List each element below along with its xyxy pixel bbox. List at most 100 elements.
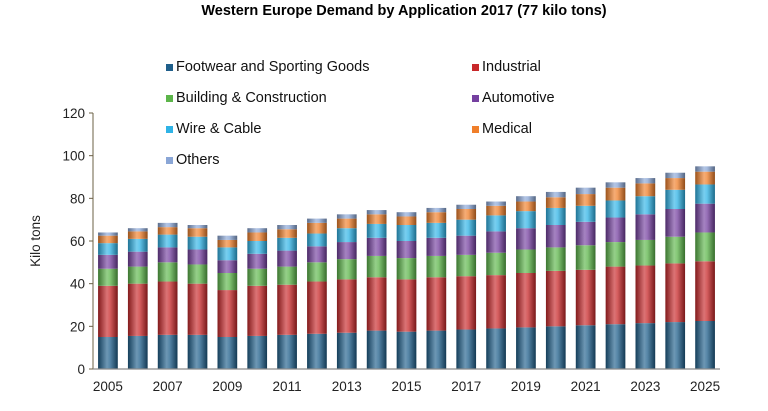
bar-segment-2005-footwear-and-sporting-goods	[98, 337, 118, 369]
bar-segment-2021-building-construction	[575, 245, 596, 270]
x-tick-label: 2025	[690, 379, 720, 394]
x-tick-label: 2015	[391, 379, 421, 394]
bar-segment-2013-automotive	[336, 242, 357, 260]
bar-segment-2010-others	[247, 228, 268, 233]
legend-label-medical: Medical	[482, 121, 532, 137]
legend-item-industrial: Industrial	[472, 59, 541, 75]
legend-label-automotive: Automotive	[482, 90, 555, 106]
bar-segment-2017-automotive	[456, 235, 477, 255]
bar-segment-2025-industrial	[695, 261, 715, 321]
bar-segment-2025-wire-cable	[695, 184, 715, 204]
x-tick-label: 2023	[630, 379, 660, 394]
bar-segment-2014-footwear-and-sporting-goods	[366, 330, 387, 369]
bar-segment-2020-industrial	[545, 270, 566, 327]
bar-segment-2005-others	[98, 232, 118, 236]
y-tick-label: 80	[70, 191, 85, 206]
bar-segment-2006-wire-cable	[127, 238, 148, 252]
legend-swatch-industrial	[472, 63, 479, 71]
bar-segment-2025-building-construction	[695, 232, 715, 262]
bar-segment-2012-medical	[307, 222, 327, 234]
bar-segment-2023-others	[635, 178, 656, 184]
bar-segment-2022-wire-cable	[605, 200, 626, 218]
bar-segment-2018-automotive	[486, 231, 506, 253]
x-tick-label: 2021	[571, 379, 601, 394]
bar-segment-2010-building-construction	[247, 268, 268, 286]
bar-segment-2006-medical	[127, 231, 148, 239]
bar-segment-2022-automotive	[605, 217, 626, 243]
bar-segment-2013-building-construction	[336, 259, 357, 280]
bar-segment-2025-medical	[695, 171, 715, 185]
bar-segment-2019-others	[516, 196, 536, 202]
bar-segment-2007-wire-cable	[157, 234, 178, 248]
bar-segment-2021-industrial	[575, 269, 596, 326]
bar-segment-2017-industrial	[456, 276, 477, 330]
bar-segment-2025-footwear-and-sporting-goods	[695, 321, 715, 369]
bar-segment-2024-building-construction	[665, 236, 686, 264]
bar-segment-2020-others	[545, 191, 566, 198]
bar-segment-2019-wire-cable	[516, 211, 536, 229]
bar-segment-2024-footwear-and-sporting-goods	[665, 322, 686, 369]
bar-segment-2023-footwear-and-sporting-goods	[635, 323, 656, 369]
bar-segment-2025-automotive	[695, 203, 715, 233]
bar-segment-2011-industrial	[277, 284, 297, 335]
bar-segment-2014-industrial	[366, 277, 387, 331]
legend-swatch-footwear	[166, 63, 173, 71]
bar-segment-2014-automotive	[366, 237, 387, 256]
bar-segment-2018-footwear-and-sporting-goods	[486, 328, 506, 369]
x-tick-label: 2009	[212, 379, 242, 394]
bar-segment-2024-automotive	[665, 209, 686, 237]
bar-segment-2005-industrial	[98, 285, 118, 337]
bar-segment-2016-medical	[426, 212, 447, 223]
bar-segment-2021-others	[575, 187, 596, 195]
bar-segment-2007-medical	[157, 227, 178, 235]
bar-segment-2016-others	[426, 207, 447, 213]
y-tick-label: 40	[70, 277, 85, 292]
bar-segment-2014-others	[366, 210, 387, 215]
bar-segment-2012-wire-cable	[307, 233, 327, 247]
bar-segment-2015-building-construction	[396, 258, 417, 280]
bar-segment-2006-footwear-and-sporting-goods	[127, 335, 148, 369]
bar-segment-2010-automotive	[247, 253, 268, 269]
bar-segment-2008-industrial	[187, 283, 208, 335]
bar-segment-2012-others	[307, 218, 327, 223]
bar-segment-2007-industrial	[157, 281, 178, 335]
bar-segment-2015-industrial	[396, 279, 417, 332]
bar-segment-2021-footwear-and-sporting-goods	[575, 325, 596, 369]
bar-segment-2016-wire-cable	[426, 222, 447, 238]
legend-item-others: Others	[166, 152, 220, 168]
legend-item-medical: Medical	[472, 121, 532, 137]
bar-segment-2018-others	[486, 201, 506, 206]
bar-segment-2015-automotive	[396, 241, 417, 259]
y-tick-label: 100	[62, 149, 85, 164]
bar-segment-2020-medical	[545, 197, 566, 208]
bar-segment-2012-automotive	[307, 246, 327, 263]
bar-segment-2017-medical	[456, 209, 477, 220]
bar-segment-2013-others	[336, 214, 357, 219]
x-tick-label: 2007	[153, 379, 183, 394]
bar-segment-2006-industrial	[127, 283, 148, 336]
bar-segment-2012-footwear-and-sporting-goods	[307, 333, 327, 369]
bar-segment-2012-building-construction	[307, 262, 327, 282]
bar-segment-2017-wire-cable	[456, 219, 477, 236]
bar-segment-2006-building-construction	[127, 266, 148, 284]
legend-item-wire-cable: Wire & Cable	[166, 121, 261, 137]
bar-segment-2019-medical	[516, 201, 536, 212]
y-tick-label: 120	[62, 106, 85, 121]
bar-segment-2011-medical	[277, 229, 297, 238]
bar-segment-2007-automotive	[157, 247, 178, 263]
legend-item-footwear: Footwear and Sporting Goods	[166, 59, 369, 75]
bar-segment-2019-industrial	[516, 273, 536, 328]
bar-segment-2012-industrial	[307, 281, 327, 334]
bar-segment-2009-medical	[217, 239, 238, 248]
bar-segment-2015-wire-cable	[396, 225, 417, 241]
bar-segment-2005-medical	[98, 235, 118, 244]
x-tick-label: 2005	[93, 379, 123, 394]
bar-segment-2013-medical	[336, 218, 357, 229]
bar-segment-2023-industrial	[635, 265, 656, 324]
bar-segment-2007-others	[157, 222, 178, 228]
bar-segment-2015-medical	[396, 216, 417, 225]
axes-group: 0 20 40 60 80 100 120 2005 2007 2009 2011 2013 2015 2…	[28, 106, 720, 394]
bar-segment-2015-others	[396, 212, 417, 217]
bar-segment-2022-footwear-and-sporting-goods	[605, 324, 626, 369]
legend-swatch-others	[166, 156, 173, 164]
